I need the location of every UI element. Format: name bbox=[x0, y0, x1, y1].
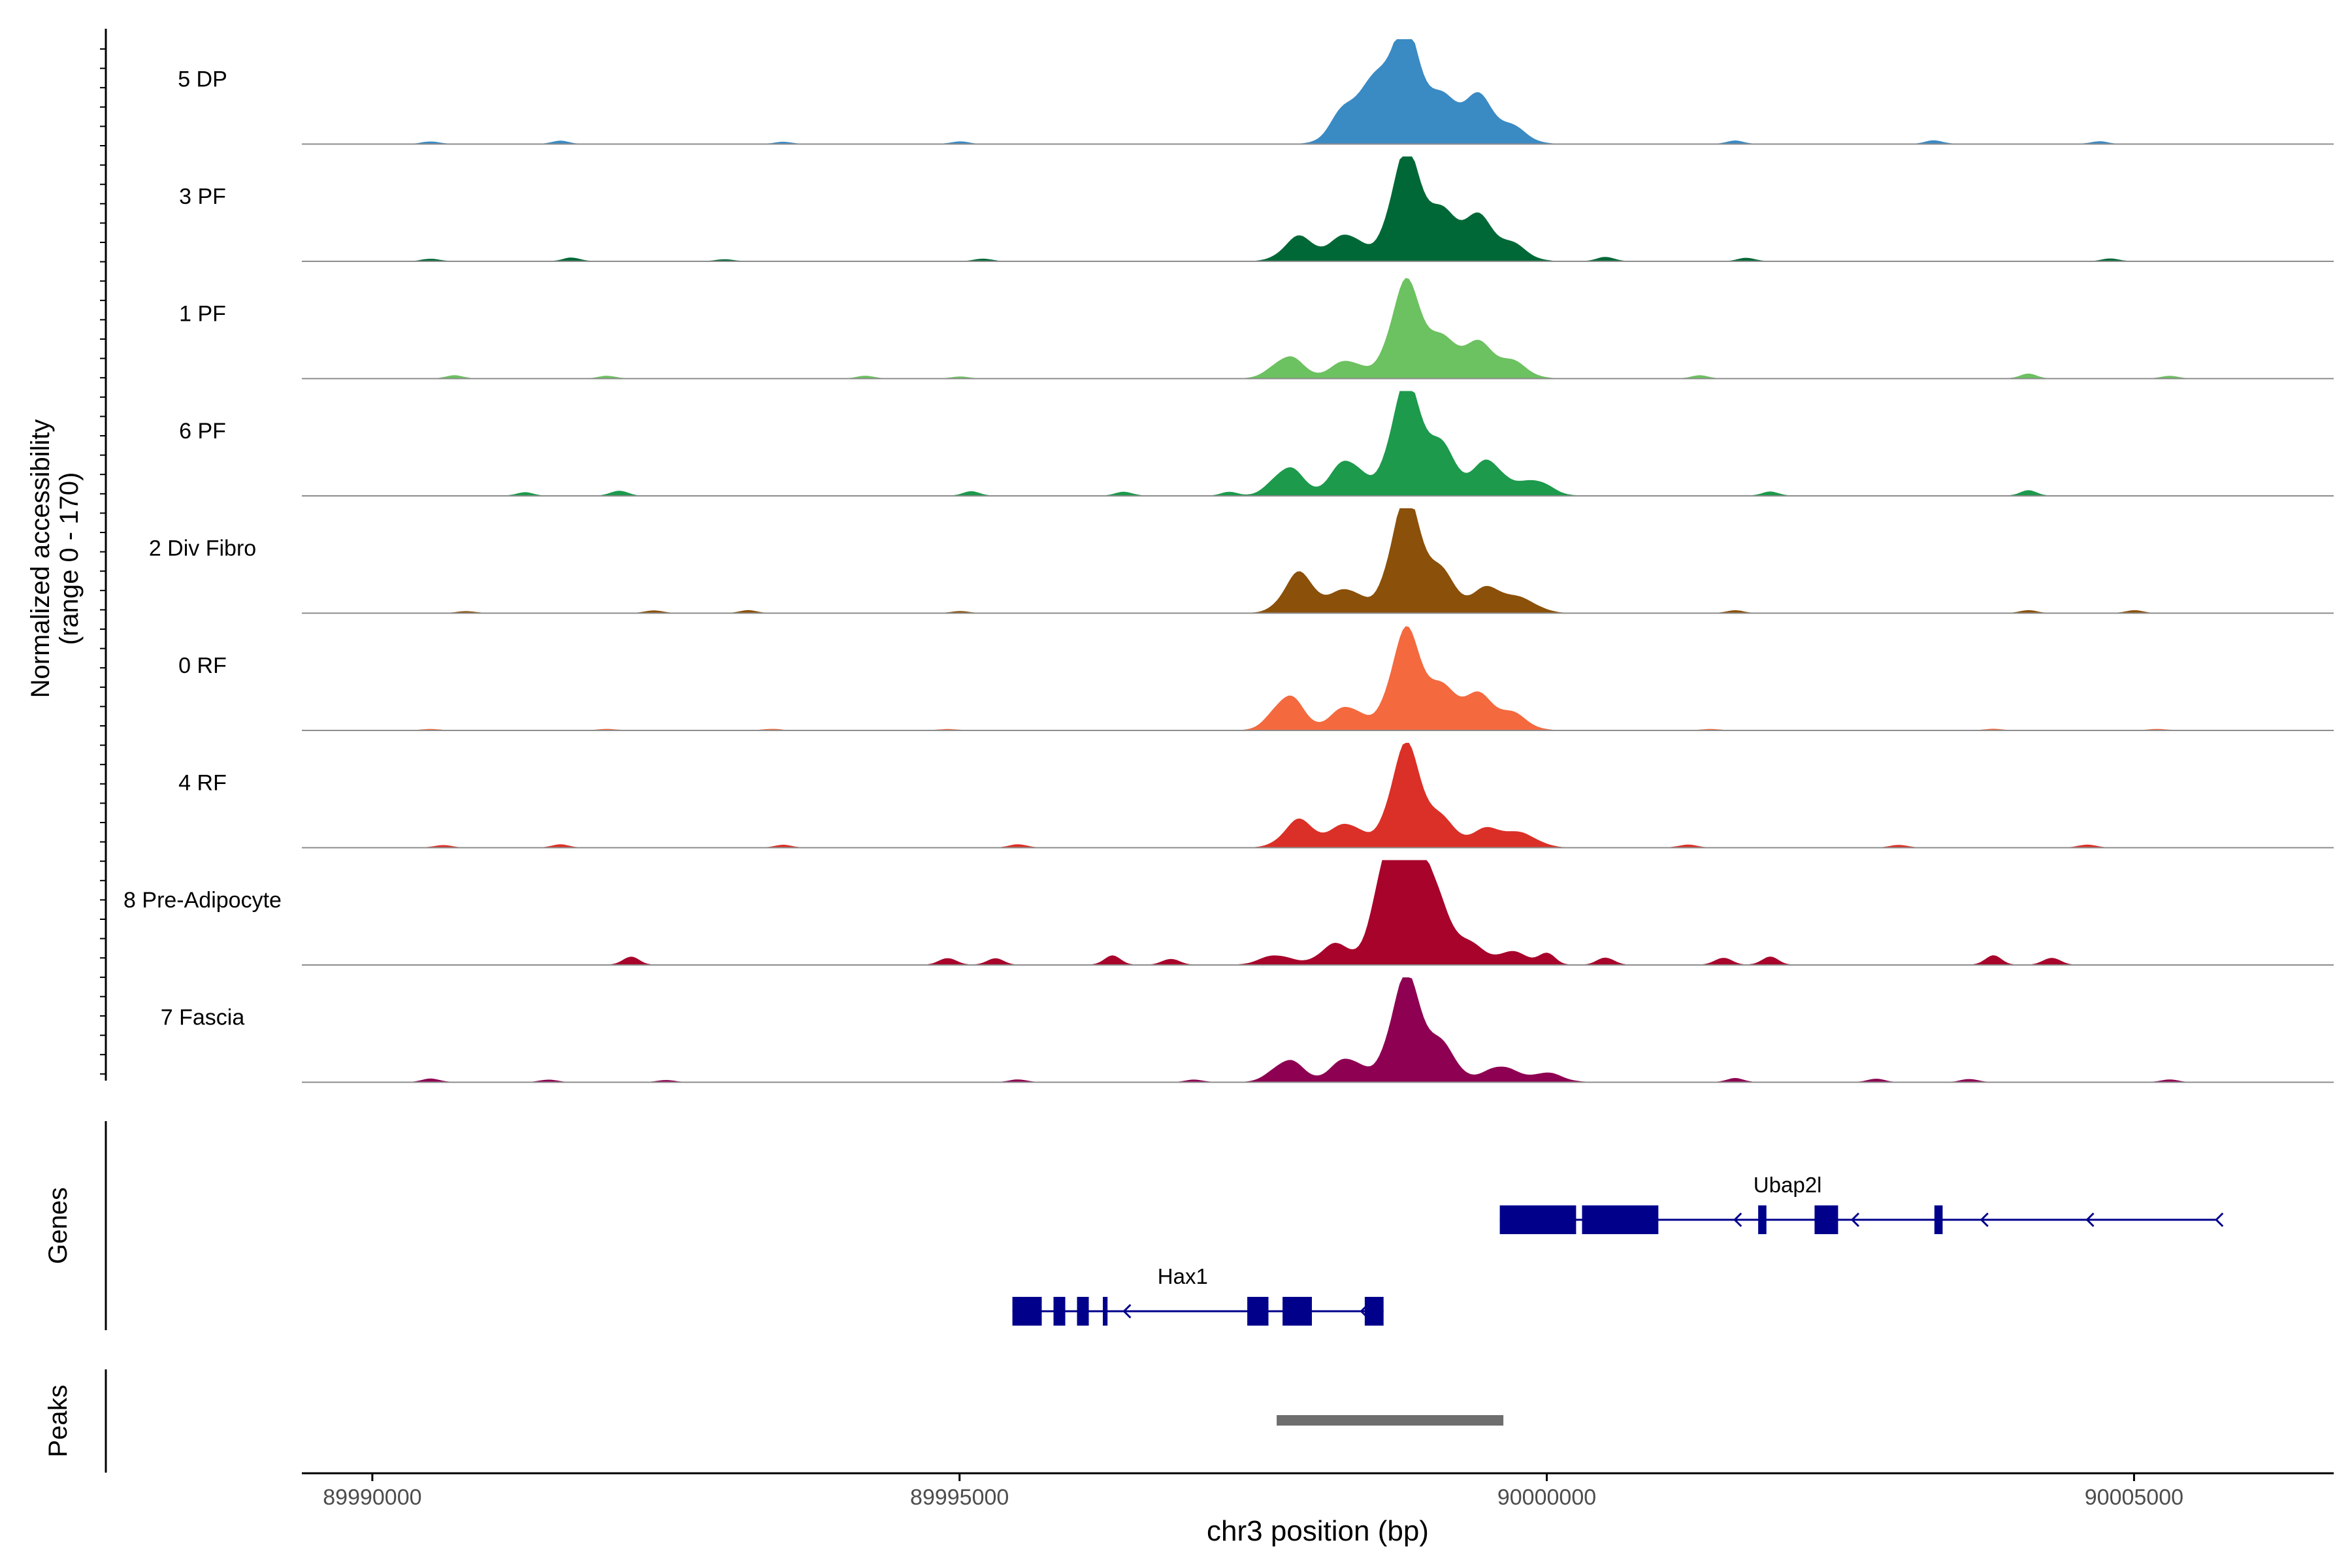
gene-exon bbox=[1934, 1205, 1943, 1234]
coverage-y-label-range: (range 0 - 170) bbox=[55, 472, 84, 645]
strand-arrow bbox=[1360, 1303, 1369, 1319]
gene-exon bbox=[1814, 1205, 1838, 1234]
strand-arrow bbox=[1980, 1212, 1989, 1228]
coverage-area bbox=[302, 860, 2334, 966]
gene-label: Hax1 bbox=[1158, 1264, 1208, 1288]
genes-panel: Genes Ubap2l Hax1 bbox=[44, 1121, 2224, 1330]
coverage-area bbox=[302, 391, 2334, 497]
genes-label: Genes bbox=[44, 1187, 73, 1264]
gene-label: Ubap2l bbox=[1754, 1173, 1822, 1197]
track-label: 5 DP bbox=[178, 67, 227, 92]
track-label: 8 Pre-Adipocyte bbox=[123, 888, 282, 913]
peak-regions bbox=[1277, 1415, 1504, 1426]
coverage-y-axis: Normalized accessibility (range 0 - 170) bbox=[26, 29, 107, 1081]
peaks-panel: Peaks bbox=[44, 1369, 1504, 1473]
coverage-y-label: Normalized accessibility bbox=[26, 419, 55, 698]
track-4-rf: 4 RF bbox=[178, 743, 2334, 849]
gene-exon bbox=[1103, 1297, 1108, 1326]
track-label: 4 RF bbox=[178, 771, 227, 796]
x-axis-label: chr3 position (bp) bbox=[1207, 1515, 1429, 1547]
coverage-y-ticks bbox=[100, 48, 106, 1075]
coverage-area bbox=[302, 977, 2334, 1083]
x-tick-label: 89990000 bbox=[323, 1485, 421, 1510]
coverage-tracks: 5 DP 3 PF 1 PF 6 PF 2 Div Fibro 0 RF 4 RF 8 Pre… bbox=[123, 39, 2334, 1083]
gene-exon bbox=[1053, 1297, 1066, 1326]
strand-arrow bbox=[1850, 1212, 1860, 1228]
x-tick-label: 90005000 bbox=[2085, 1485, 2183, 1510]
x-axis: 89990000 89995000 90000000 90005000 chr3 po… bbox=[302, 1472, 2334, 1547]
gene-models: Ubap2l Hax1 bbox=[1012, 1173, 2224, 1326]
gene-exon bbox=[1247, 1297, 1269, 1326]
track-2-div-fibro: 2 Div Fibro bbox=[149, 508, 2334, 614]
gene-exon bbox=[1364, 1297, 1384, 1326]
track-8-pre-adipocyte: 8 Pre-Adipocyte bbox=[123, 860, 2334, 966]
strand-arrow bbox=[1122, 1303, 1132, 1319]
x-ticks: 89990000 89995000 90000000 90005000 bbox=[323, 1473, 2183, 1510]
x-tick-label: 89995000 bbox=[910, 1485, 1009, 1510]
gene-exon bbox=[1012, 1297, 1042, 1326]
coverage-area bbox=[302, 508, 2334, 613]
gene-hax1: Hax1 bbox=[1012, 1264, 1384, 1326]
track-5-dp: 5 DP bbox=[178, 39, 2334, 145]
coverage-area bbox=[302, 743, 2334, 848]
track-7-fascia: 7 Fascia bbox=[161, 977, 2334, 1083]
track-3-pf: 3 PF bbox=[179, 156, 2334, 262]
track-label: 1 PF bbox=[179, 302, 226, 327]
gene-exon bbox=[1077, 1297, 1089, 1326]
coverage-area bbox=[302, 39, 2334, 144]
track-label: 2 Div Fibro bbox=[149, 536, 256, 561]
gene-ubap2l: Ubap2l bbox=[1499, 1173, 2224, 1234]
track-6-pf: 6 PF bbox=[179, 391, 2334, 497]
strand-arrow bbox=[2085, 1212, 2095, 1228]
track-label: 0 RF bbox=[178, 653, 227, 678]
peak-region bbox=[1277, 1415, 1504, 1426]
coverage-area bbox=[302, 278, 2334, 379]
gene-exon bbox=[1282, 1297, 1312, 1326]
x-tick-label: 90000000 bbox=[1497, 1485, 1596, 1510]
coverage-area bbox=[302, 156, 2334, 262]
track-0-rf: 0 RF bbox=[178, 626, 2334, 731]
gene-exon bbox=[1582, 1205, 1659, 1234]
track-label: 7 Fascia bbox=[161, 1005, 245, 1030]
gene-exon bbox=[1758, 1205, 1767, 1234]
strand-arrow bbox=[1733, 1212, 1742, 1228]
track-1-pf: 1 PF bbox=[179, 278, 2334, 380]
gene-exon bbox=[1499, 1205, 1576, 1234]
track-label: 3 PF bbox=[179, 184, 226, 209]
coverage-area bbox=[302, 626, 2334, 731]
track-label: 6 PF bbox=[179, 419, 226, 444]
strand-arrow bbox=[2215, 1212, 2224, 1228]
peaks-label: Peaks bbox=[44, 1384, 73, 1457]
